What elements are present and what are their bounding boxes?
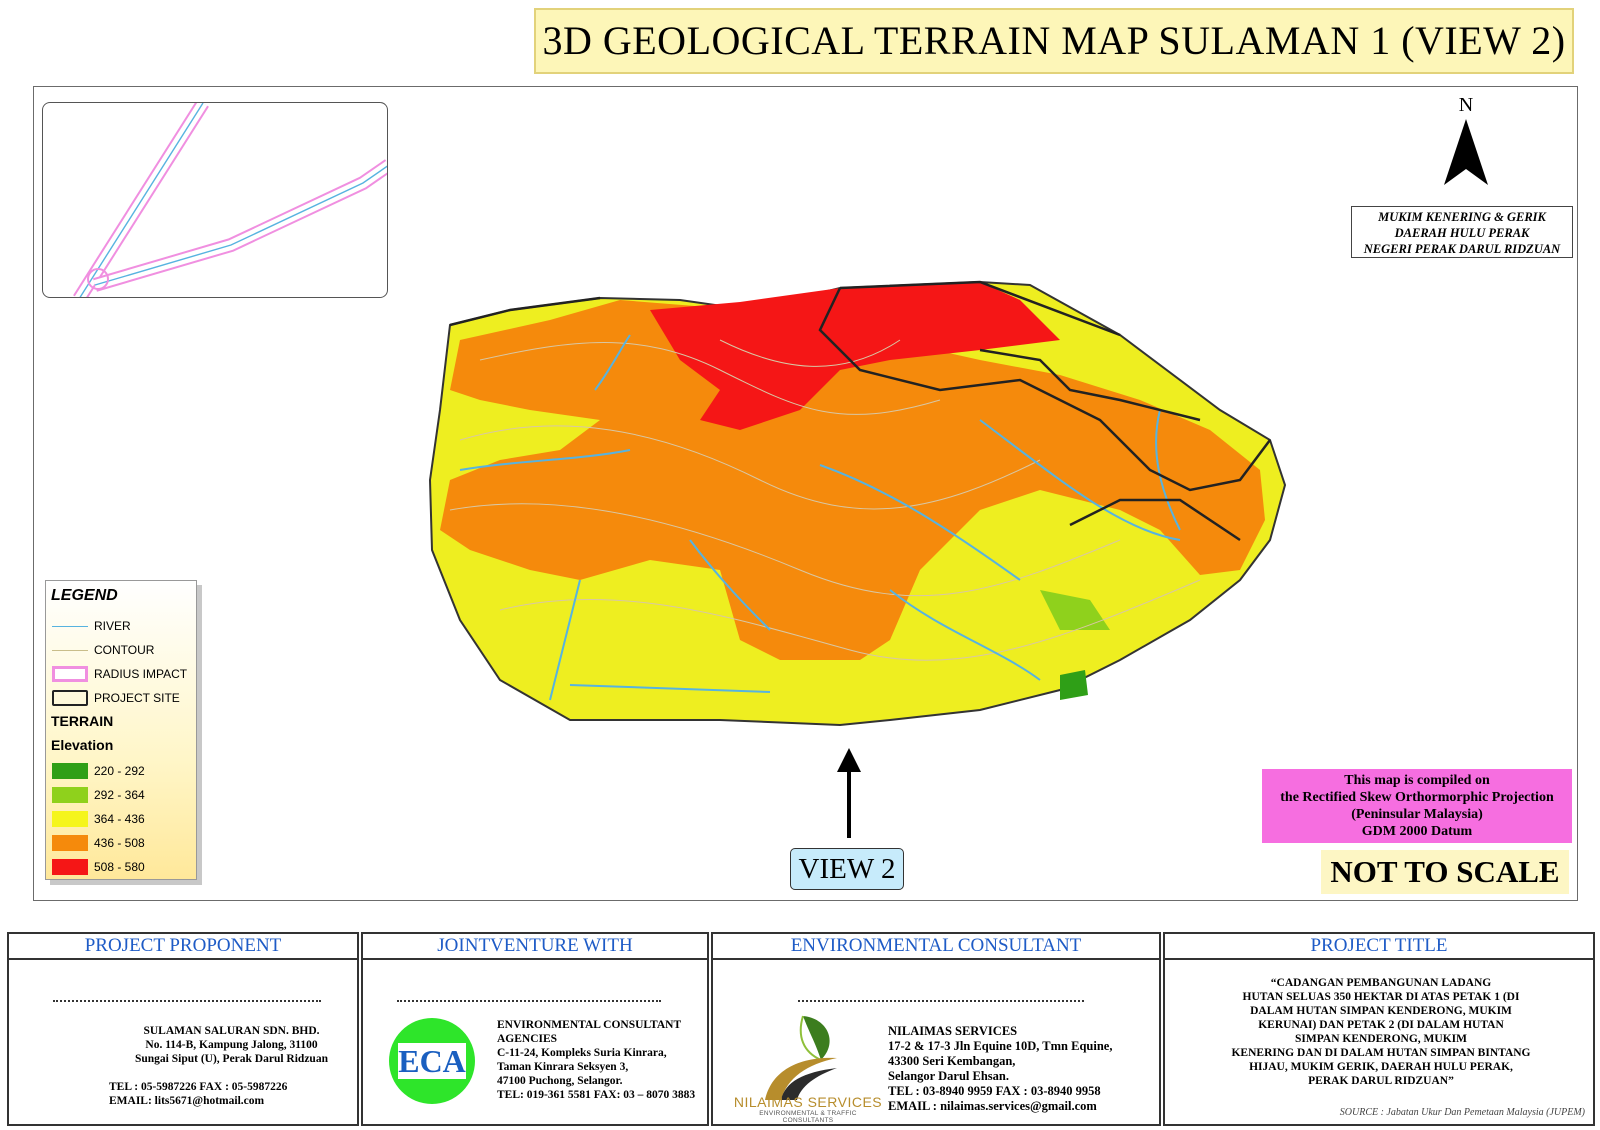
legend-elevation-5: 508 - 580 (50, 857, 200, 877)
legend-elevation-3: 364 - 436 (50, 809, 200, 829)
title-line: HUTAN SELUAS 350 HEKTAR DI ATAS PETAK 1 … (1242, 991, 1520, 1003)
consultant-line: 43300 Seri Kembangan, (888, 1054, 1016, 1068)
legend-terrain-title: TERRAIN (51, 713, 114, 729)
consultant-address: NILAIMAS SERVICES 17-2 & 17-3 Jln Equine… (888, 1024, 1158, 1114)
legend-title: LEGEND (51, 587, 118, 604)
signature-line (397, 1000, 661, 1002)
jv-contact: TEL: 019-361 5581 FAX: 03 – 8070 3883 (497, 1089, 696, 1101)
elevation-label-5: 508 - 580 (94, 860, 145, 874)
elevation-swatch-2 (52, 787, 88, 803)
jv-line: C-11-24, Kompleks Suria Kinrara, (497, 1047, 667, 1059)
north-arrow: N (1436, 94, 1496, 194)
panel-project-proponent: PROJECT PROPONENT SULAMAN SALURAN SDN. B… (7, 932, 359, 1126)
legend-elevation-2: 292 - 364 (50, 785, 200, 805)
legend-item-contour: CONTOUR (50, 640, 200, 660)
consultant-heading: ENVIRONMENTAL CONSULTANT (713, 934, 1159, 960)
north-arrow-icon (1444, 119, 1488, 185)
nilaimas-logo-text: NILAIMAS SERVICES ENVIRONMENTAL & TRAFFI… (733, 1094, 883, 1124)
river-symbol (52, 626, 88, 627)
location-negeri: NEGERI PERAK DARUL RIDZUAN (1363, 242, 1561, 256)
consultant-contact: TEL : 03-8940 9959 FAX : 03-8940 9958 (888, 1084, 1101, 1098)
eca-logo: ECA (389, 1018, 475, 1104)
terrain-3d-view (428, 280, 1287, 727)
project-site-symbol (52, 690, 88, 706)
jv-line: 47100 Puchong, Selangor. (497, 1075, 623, 1087)
consultant-email: EMAIL : nilaimas.services@gmail.com (888, 1099, 1097, 1113)
elevation-swatch-5 (52, 859, 88, 875)
jv-line: ENVIRONMENTAL CONSULTANT (497, 1019, 682, 1031)
eca-logo-text: ECA (398, 1043, 466, 1079)
nilaimas-logo-name: NILAIMAS SERVICES (733, 1094, 883, 1110)
title-block-footer: PROJECT PROPONENT SULAMAN SALURAN SDN. B… (7, 932, 1595, 1128)
nilaimas-logo-icon (765, 1015, 837, 1100)
title-line: KERUNAI) DAN PETAK 2 (DI DALAM HUTAN (1258, 1019, 1504, 1031)
legend: LEGEND RIVER CONTOUR RADIUS IMPACT PROJE… (45, 580, 197, 880)
proponent-address: SULAMAN SALURAN SDN. BHD. No. 114-B, Kam… (109, 1024, 354, 1108)
map-title: 3D GEOLOGICAL TERRAIN MAP SULAMAN 1 (VIE… (534, 8, 1574, 74)
consultant-line: NILAIMAS SERVICES (888, 1024, 1018, 1038)
elevation-label-2: 292 - 364 (94, 788, 145, 802)
scale-note: NOT TO SCALE (1321, 850, 1569, 894)
projection-note: This map is compiled on the Rectified Sk… (1262, 769, 1572, 843)
legend-elevation-1: 220 - 292 (50, 761, 200, 781)
legend-elevation-4: 436 - 508 (50, 833, 200, 853)
projection-line-1: This map is compiled on (1344, 773, 1490, 788)
elevation-label-4: 436 - 508 (94, 836, 145, 850)
proponent-line: SULAMAN SALURAN SDN. BHD. (143, 1025, 320, 1037)
consultant-line: 17-2 & 17-3 Jln Equine 10D, Tmn Equine, (888, 1039, 1113, 1053)
proponent-line: TEL : 05-5987226 FAX : 05-5987226 (109, 1081, 288, 1093)
legend-label-radius-impact: RADIUS IMPACT (94, 667, 188, 681)
legend-item-radius-impact: RADIUS IMPACT (50, 664, 200, 684)
legend-elevation-title: Elevation (51, 737, 114, 753)
location-box: MUKIM KENERING & GERIK DAERAH HULU PERAK… (1351, 206, 1573, 258)
title-line: DALAM HUTAN SIMPAN KENDERONG, MUKIM (1250, 1005, 1512, 1017)
inset-locator-map (42, 102, 388, 298)
legend-label-river: RIVER (94, 619, 131, 633)
legend-label-project-site: PROJECT SITE (94, 691, 180, 705)
title-line: HIJAU, MUKIM GERIK, DAERAH HULU PERAK, (1249, 1061, 1513, 1073)
north-label: N (1458, 94, 1474, 116)
proponent-heading: PROJECT PROPONENT (9, 934, 357, 960)
consultant-line: Selangor Darul Ehsan. (888, 1069, 1009, 1083)
proponent-line: Sungai Siput (U), Perak Darul Ridzuan (135, 1053, 328, 1065)
view-label: VIEW 2 (790, 848, 904, 890)
project-title-text: “CADANGAN PEMBANGUNAN LADANG HUTAN SELUA… (1175, 976, 1587, 1088)
contour-symbol (52, 650, 88, 651)
proponent-line: No. 114-B, Kampung Jalong, 31100 (145, 1039, 318, 1051)
signature-line (53, 1000, 321, 1002)
elevation-label-3: 364 - 436 (94, 812, 145, 826)
proponent-email: EMAIL: lits5671@hotmail.com (109, 1095, 265, 1107)
project-title-heading: PROJECT TITLE (1165, 934, 1593, 960)
location-mukim: MUKIM KENERING & GERIK (1378, 210, 1546, 224)
title-line: SIMPAN KENDERONG, MUKIM (1295, 1033, 1467, 1045)
jv-line: Taman Kinrara Seksyen 3, (497, 1061, 629, 1073)
panel-project-title: PROJECT TITLE “CADANGAN PEMBANGUNAN LADA… (1163, 932, 1595, 1126)
title-line: “CADANGAN PEMBANGUNAN LADANG (1270, 977, 1492, 989)
jointventure-heading: JOINTVENTURE WITH (363, 934, 707, 960)
title-line: PERAK DARUL RIDZUAN” (1308, 1075, 1454, 1087)
elevation-swatch-3 (52, 811, 88, 827)
elevation-label-1: 220 - 292 (94, 764, 145, 778)
view-arrow-icon (837, 748, 861, 838)
source-note: SOURCE : Jabatan Ukur Dan Pemetaan Malay… (1339, 1107, 1585, 1118)
legend-item-river: RIVER (50, 616, 200, 636)
projection-line-2: the Rectified Skew Orthormorphic Project… (1280, 790, 1554, 805)
panel-environmental-consultant: ENVIRONMENTAL CONSULTANT NILAIMAS SERVIC… (711, 932, 1161, 1126)
signature-line (798, 1000, 1084, 1002)
nilaimas-logo-sub: ENVIRONMENTAL & TRAFFIC CONSULTANTS (759, 1110, 857, 1124)
jv-line: AGENCIES (497, 1033, 558, 1045)
elevation-swatch-1 (52, 763, 88, 779)
elevation-swatch-4 (52, 835, 88, 851)
legend-label-contour: CONTOUR (94, 643, 155, 657)
location-daerah: DAERAH HULU PERAK (1394, 226, 1530, 240)
radius-impact-symbol (52, 666, 88, 682)
panel-jointventure: JOINTVENTURE WITH ECA ENVIRONMENTAL CONS… (361, 932, 709, 1126)
projection-line-4: GDM 2000 Datum (1361, 824, 1473, 839)
title-line: KENERING DAN DI DALAM HUTAN SIMPAN BINTA… (1231, 1047, 1531, 1059)
projection-line-3: (Peninsular Malaysia) (1351, 807, 1483, 822)
jointventure-address: ENVIRONMENTAL CONSULTANT AGENCIES C-11-2… (497, 1018, 712, 1102)
legend-item-project-site: PROJECT SITE (50, 688, 200, 708)
inset-roads-river (73, 103, 387, 297)
